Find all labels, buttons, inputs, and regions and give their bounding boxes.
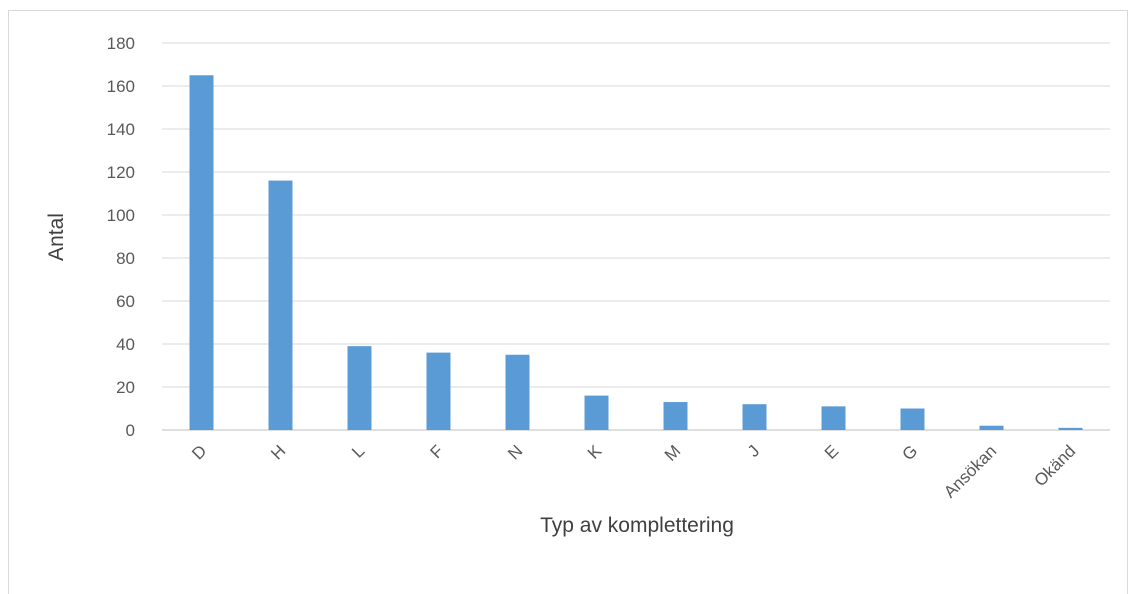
bar-l [347, 346, 372, 430]
bar-ansökan [979, 425, 1004, 430]
x-tick-label: M [661, 441, 684, 464]
bars [189, 75, 1083, 430]
y-tick-label: 40 [116, 335, 135, 354]
bar-f [426, 352, 451, 430]
x-tick-label: Ansökan [940, 441, 1000, 501]
y-tick-label: 180 [107, 34, 135, 53]
y-axis-ticks: 0 20 40 60 80 100 120 140 160 180 [107, 34, 135, 440]
y-tick-label: 160 [107, 77, 135, 96]
x-tick-label: D [188, 441, 210, 463]
x-tick-label: N [504, 441, 526, 463]
y-tick-label: 0 [126, 421, 135, 440]
bar-okänd [1058, 427, 1083, 430]
x-tick-label: E [821, 441, 842, 462]
bar-e [821, 406, 846, 430]
x-tick-label: G [899, 441, 922, 464]
bar-g [900, 408, 925, 430]
y-tick-label: 100 [107, 206, 135, 225]
y-axis-title: Antal [45, 213, 68, 261]
y-tick-label: 20 [116, 378, 135, 397]
x-axis-ticks: D H L F N K M J E G Ansökan Okänd [188, 441, 1079, 502]
x-axis-title: Typ av komplettering [540, 514, 734, 537]
bar-m [663, 402, 688, 430]
y-tick-label: 120 [107, 163, 135, 182]
bar-k [584, 395, 609, 430]
y-tick-label: 60 [116, 292, 135, 311]
bar-d [189, 75, 214, 430]
bar-j [742, 404, 767, 430]
bar-h [268, 180, 293, 430]
x-tick-label: H [267, 441, 289, 463]
x-tick-label: L [348, 441, 368, 461]
y-tick-label: 140 [107, 120, 135, 139]
x-tick-label: K [584, 441, 606, 463]
bar-n [505, 354, 530, 430]
y-tick-label: 80 [116, 249, 135, 268]
x-tick-label: Okänd [1030, 441, 1079, 490]
x-tick-label: J [744, 441, 763, 460]
x-tick-label: F [427, 441, 448, 462]
gridlines [162, 42, 1110, 431]
